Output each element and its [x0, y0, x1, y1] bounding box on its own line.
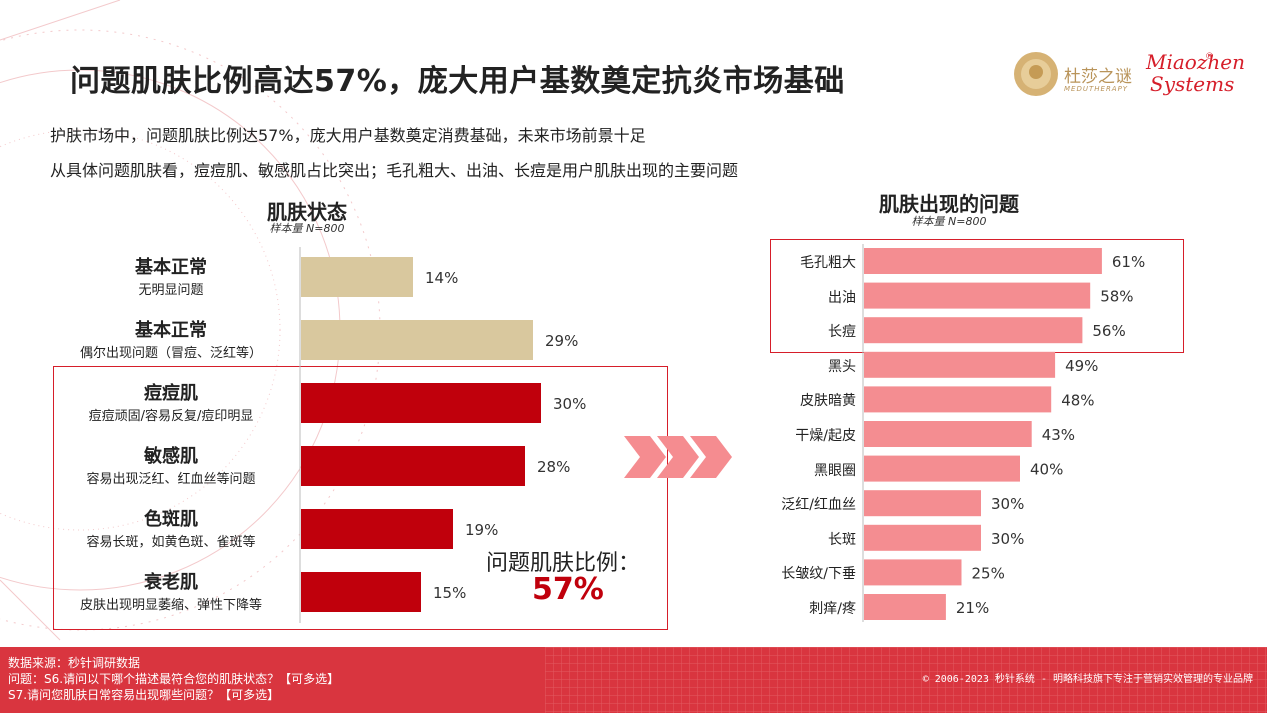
bullet-1: 护肤市场中，问题肌肤比例达57%，庞大用户基数奠定消费基础，未来市场前景十足 [50, 126, 646, 145]
left-bar-value-1: 29% [545, 332, 578, 350]
left-bar-value-2: 30% [553, 395, 586, 413]
right-bar-4 [864, 386, 1052, 413]
right-bar-value-0: 61% [1112, 253, 1145, 271]
right-bar-value-5: 43% [1042, 426, 1075, 444]
right-bar-value-4: 48% [1061, 391, 1094, 409]
left-category-desc-5: 皮肤出现明显萎缩、弹性下降等 [79, 598, 262, 613]
left-category-name-1: 基本正常 [135, 320, 207, 341]
right-bar-9 [864, 559, 962, 586]
right-bar-value-9: 25% [972, 564, 1005, 582]
left-bar-5 [301, 572, 421, 612]
right-category-1: 出油 [828, 289, 856, 306]
bullet-2: 从具体问题肌肤看，痘痘肌、敏感肌占比突出；毛孔粗大、出油、长痘是用户肌肤出现的主… [50, 161, 739, 180]
left-bar-4 [301, 509, 453, 549]
transition-arrows-icon [624, 436, 732, 478]
left-category-desc-1: 偶尔出现问题（冒痘、泛红等） [79, 346, 262, 361]
left-category-name-2: 痘痘肌 [144, 383, 198, 404]
left-category-desc-3: 容易出现泛红、红血丝等问题 [86, 472, 256, 487]
left-bar-value-5: 15% [433, 584, 466, 602]
brand-en-name: MEDUTHERAPY [1064, 85, 1129, 93]
right-chart-title: 肌肤出现的问题 [879, 192, 1019, 216]
brand-cn-name: 杜莎之谜 [1064, 67, 1132, 87]
right-bar-8 [864, 524, 981, 551]
right-category-10: 刺痒/疼 [809, 601, 856, 617]
left-bar-0 [301, 257, 413, 297]
right-bar-10 [864, 594, 946, 620]
footer-question-1: 问题：S6.请问以下哪个描述最符合您的肌肤状态？【可多选】 [8, 672, 340, 686]
left-category-desc-2: 痘痘顽固/容易反复/痘印明显 [88, 409, 254, 424]
brand-logos: 杜莎之谜 MEDUTHERAPY Miaozhen ® Systems [1012, 48, 1252, 104]
right-bar-value-6: 40% [1030, 461, 1063, 479]
left-bar-value-4: 19% [465, 521, 498, 539]
left-category-desc-0: 无明显问题 [138, 283, 204, 298]
right-bar-3 [864, 351, 1056, 378]
right-category-5: 干燥/起皮 [795, 428, 856, 444]
right-category-0: 毛孔粗大 [800, 255, 856, 271]
problem-skin-frame [53, 366, 668, 630]
right-bar-value-8: 30% [991, 530, 1024, 548]
left-category-name-5: 衰老肌 [144, 572, 198, 593]
left-bar-3 [301, 446, 525, 486]
right-category-2: 长痘 [828, 324, 856, 341]
right-category-9: 长皱纹/下垂 [781, 566, 856, 583]
left-chart-sample: 样本量 N=800 [269, 222, 345, 235]
right-bar-6 [864, 455, 1020, 482]
left-bar-2 [301, 383, 541, 423]
right-category-3: 黑头 [828, 358, 856, 375]
right-category-7: 泛红/红血丝 [781, 497, 856, 514]
page-title: 问题肌肤比例高达57%，庞大用户基数奠定抗炎市场基础 [70, 64, 845, 99]
footer-copyright: © 2006-2023 秒针系统 - 明略科技旗下专注于营销实效管理的专业品牌 [922, 674, 1253, 685]
highlight-label: 问题肌肤比例： [486, 551, 641, 576]
right-category-8: 长斑 [828, 531, 856, 548]
medutherapy-emblem-icon [1014, 52, 1058, 96]
right-bar-0 [864, 248, 1102, 274]
right-bar-2 [864, 317, 1083, 344]
right-bar-value-7: 30% [991, 495, 1024, 513]
left-bar-value-3: 28% [537, 458, 570, 476]
right-bar-value-3: 49% [1065, 357, 1098, 375]
left-category-name-3: 敏感肌 [144, 446, 198, 467]
left-category-desc-4: 容易长斑，如黄色斑、雀斑等 [86, 535, 256, 550]
left-category-name-0: 基本正常 [135, 257, 207, 278]
right-bar-value-10: 21% [956, 599, 989, 617]
left-chart-title: 肌肤状态 [267, 200, 347, 224]
right-category-4: 皮肤暗黄 [800, 393, 856, 410]
left-bar-value-0: 14% [425, 269, 458, 287]
right-bar-value-2: 56% [1092, 322, 1125, 340]
right-category-6: 黑眼圈 [814, 462, 856, 479]
footer-source: 数据来源：秒针调研数据 [8, 656, 141, 670]
right-bar-7 [864, 490, 981, 517]
right-bar-value-1: 58% [1100, 288, 1133, 306]
footer-bar [0, 647, 1267, 713]
left-category-name-4: 色斑肌 [144, 509, 198, 530]
partner-logo-reg: ® [1205, 52, 1214, 62]
highlight-value: 57% [532, 572, 604, 607]
footer-question-2: S7.请问您肌肤日常容易出现哪些问题？【可多选】 [8, 688, 280, 702]
right-chart-sample: 样本量 N=800 [911, 215, 987, 228]
footer-pattern [545, 647, 1267, 713]
left-bar-1 [301, 320, 533, 360]
right-bar-1 [864, 282, 1091, 309]
partner-logo-line2: Systems [1150, 72, 1235, 96]
partner-logo-line1: Miaozhen [1146, 50, 1245, 74]
right-bar-5 [864, 421, 1032, 447]
